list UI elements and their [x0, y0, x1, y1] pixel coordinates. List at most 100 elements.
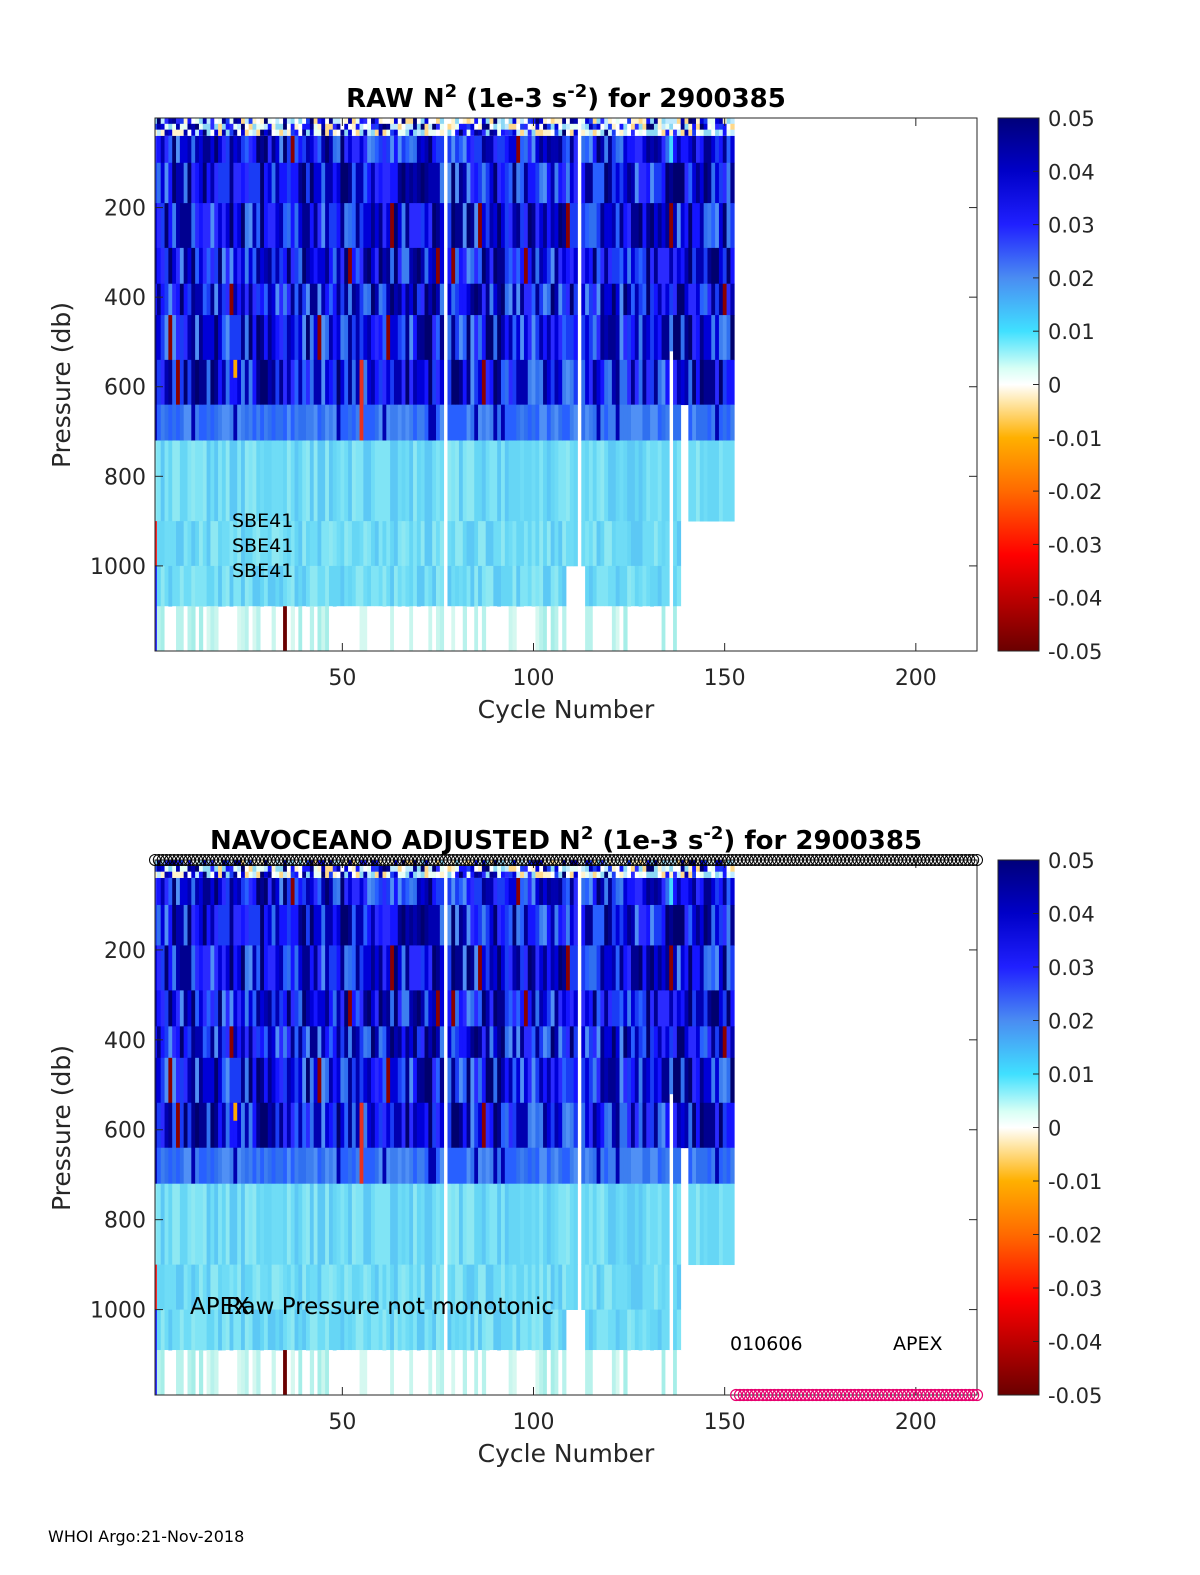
heatmap-cell: [722, 203, 727, 249]
heatmap-cell: [699, 865, 705, 873]
heatmap-cell: [267, 1147, 273, 1185]
heatmap-cell: [351, 440, 357, 522]
heatmap-cell: [642, 359, 647, 406]
heatmap-cell: [642, 521, 647, 567]
heatmap-cell: [275, 1102, 280, 1149]
heatmap-cell: [699, 1026, 705, 1059]
heatmap-cell: [336, 315, 341, 361]
heatmap-cell: [413, 135, 418, 164]
heatmap-cell: [722, 990, 727, 1027]
heatmap-cell: [413, 945, 418, 991]
heatmap-cell: [275, 990, 280, 1027]
heatmap-cell: [504, 565, 510, 607]
heatmap-cell: [474, 904, 479, 946]
heatmap-cell: [481, 404, 487, 441]
heatmap-cell: [600, 118, 605, 125]
heatmap-cell: [298, 904, 303, 946]
heatmap-cell: [283, 606, 287, 651]
top-marker: [963, 854, 976, 866]
heatmap-cell: [237, 135, 242, 164]
heatmap-cell: [462, 904, 467, 946]
heatmap-cell: [508, 1309, 513, 1351]
heatmap-cell: [600, 871, 605, 878]
heatmap-cell: [669, 865, 674, 873]
heatmap-cell: [627, 129, 632, 136]
heatmap-cell: [390, 877, 395, 906]
heatmap-cell: [359, 945, 364, 991]
heatmap-cell: [489, 1057, 494, 1104]
heatmap-cell: [263, 315, 269, 361]
heatmap-cell: [642, 129, 647, 136]
heatmap-cell: [695, 904, 701, 946]
heatmap-cell: [455, 1350, 460, 1395]
heatmap-cell: [711, 404, 716, 441]
heatmap-cell: [523, 123, 529, 131]
heatmap-cell: [405, 1264, 410, 1310]
heatmap-cell: [160, 283, 165, 316]
heatmap-cell: [680, 162, 685, 204]
heatmap-cell: [676, 1309, 682, 1351]
heatmap-cell: [302, 247, 307, 285]
heatmap-cell: [646, 203, 651, 249]
heatmap-cell: [275, 359, 280, 406]
heatmap-cell: [592, 1183, 597, 1266]
heatmap-cell: [283, 135, 288, 164]
heatmap-cell: [416, 1147, 422, 1185]
heatmap-cell: [244, 1309, 250, 1351]
heatmap-cell: [386, 247, 391, 285]
heatmap-cell: [363, 315, 368, 361]
heatmap-cell: [436, 118, 441, 125]
heatmap-cell: [566, 1147, 571, 1185]
heatmap-cell: [627, 440, 632, 522]
heatmap-cell: [401, 118, 406, 125]
heatmap-cell: [512, 162, 517, 204]
heatmap-cell: [390, 359, 395, 406]
heatmap-cell: [439, 440, 445, 522]
heatmap-cell: [485, 945, 490, 991]
heatmap-cell: [164, 871, 169, 878]
heatmap-cell: [439, 404, 445, 441]
heatmap-cell: [325, 606, 330, 651]
heatmap-cell: [156, 1026, 162, 1059]
heatmap-cell: [210, 990, 215, 1027]
heatmap-cell: [183, 1350, 188, 1395]
heatmap-cell: [527, 990, 532, 1027]
heatmap-cell: [474, 203, 479, 249]
heatmap-cell: [608, 606, 613, 651]
heatmap-cell: [393, 1350, 399, 1395]
heatmap-cell: [573, 521, 578, 567]
heatmap-cell: [367, 283, 372, 316]
heatmap-cell: [317, 1264, 322, 1310]
heatmap-cell: [436, 1026, 441, 1059]
heatmap-cell: [630, 1026, 636, 1059]
heatmap-cell: [493, 606, 498, 651]
heatmap-cell: [306, 1183, 311, 1266]
heatmap-cell: [638, 129, 643, 136]
heatmap-cell: [164, 203, 169, 249]
heatmap-cell: [623, 404, 628, 441]
heatmap-cell: [393, 162, 399, 204]
heatmap-cell: [642, 315, 647, 361]
heatmap-cell: [187, 606, 192, 651]
heatmap-cell: [252, 1264, 257, 1310]
heatmap-cell: [447, 118, 452, 125]
heatmap-cell: [730, 283, 735, 316]
heatmap-cell: [623, 440, 628, 522]
heatmap-cell: [214, 118, 219, 125]
heatmap-cell: [202, 359, 208, 406]
heatmap-cell: [439, 990, 445, 1027]
heatmap-cell: [390, 606, 395, 651]
heatmap-cell: [237, 1183, 242, 1266]
heatmap-cell: [558, 904, 563, 946]
heatmap-cell: [401, 871, 406, 878]
heatmap-cell: [535, 990, 540, 1027]
heatmap-cell: [726, 162, 731, 204]
heatmap-cell: [206, 440, 211, 522]
heatmap-cell: [363, 1147, 368, 1185]
heatmap-cell: [596, 123, 601, 131]
heatmap-cell: [179, 162, 185, 204]
heatmap-cell: [604, 1309, 609, 1351]
heatmap-cell: [493, 1264, 498, 1310]
heatmap-cell: [523, 118, 529, 125]
heatmap-cell: [155, 118, 158, 125]
